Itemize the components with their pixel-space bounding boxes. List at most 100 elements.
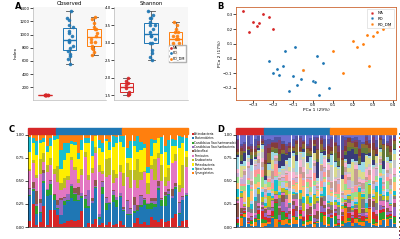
Bar	[320, 171, 323, 181]
Bar	[340, 221, 344, 224]
Bar	[330, 210, 333, 213]
Bar	[320, 206, 323, 212]
Bar	[254, 213, 257, 215]
Bar	[354, 161, 358, 162]
Bar	[60, 215, 63, 224]
Bar	[247, 147, 250, 149]
Bar	[243, 175, 246, 184]
Bar	[278, 174, 281, 177]
Bar	[140, 142, 143, 150]
Bar	[146, 209, 150, 225]
Bar	[327, 213, 330, 217]
Bar	[292, 156, 295, 168]
Bar	[323, 158, 326, 167]
Bar	[379, 158, 382, 159]
Bar	[372, 137, 375, 143]
Bar	[274, 142, 278, 143]
Bar	[63, 223, 66, 227]
Bar	[389, 204, 392, 206]
Bar	[386, 145, 389, 146]
Bar	[386, 161, 389, 162]
Bar	[292, 168, 295, 172]
Bar	[330, 151, 333, 152]
Bar	[264, 223, 267, 227]
Bar	[358, 177, 361, 179]
Bar	[327, 204, 330, 207]
Bar	[375, 149, 378, 153]
Bar	[368, 194, 372, 198]
Bar	[309, 221, 312, 223]
Bar	[136, 205, 139, 210]
Bar	[379, 225, 382, 227]
Bar	[348, 135, 351, 137]
Bar	[250, 186, 253, 189]
Bar	[122, 173, 125, 186]
Bar	[295, 172, 298, 175]
Bar	[254, 226, 257, 227]
Bar	[42, 206, 45, 227]
Bar	[302, 178, 305, 180]
Bar	[56, 216, 59, 227]
PD	[290, 74, 296, 78]
Bar	[354, 186, 358, 192]
Bar	[299, 135, 302, 136]
Bar	[250, 226, 253, 227]
Bar	[393, 223, 396, 224]
Bar	[264, 147, 267, 160]
Bar	[306, 153, 309, 156]
Bar	[379, 178, 382, 194]
Bar	[358, 140, 361, 148]
Bar	[63, 188, 66, 197]
Bar	[393, 138, 396, 140]
Bar	[323, 157, 326, 158]
Bar	[63, 197, 66, 198]
Bar	[264, 189, 267, 192]
Bar	[281, 154, 284, 166]
Bar	[281, 220, 284, 225]
Bar	[393, 196, 396, 199]
Bar	[334, 211, 337, 213]
Bar	[247, 178, 250, 180]
Bar	[368, 209, 372, 223]
Bar	[260, 190, 264, 192]
Bar	[271, 160, 274, 169]
Bar	[243, 208, 246, 210]
Bar	[32, 182, 35, 188]
Bar	[150, 208, 153, 217]
Bar	[240, 177, 243, 178]
Bar	[98, 135, 101, 140]
Bar	[257, 189, 260, 194]
Bar	[150, 169, 153, 198]
Bar	[361, 209, 364, 212]
Bar	[372, 189, 375, 190]
Bar	[351, 215, 354, 216]
Bar	[77, 135, 80, 153]
Bar	[313, 222, 316, 223]
Bar	[112, 195, 115, 202]
Bar	[129, 208, 132, 210]
Bar	[337, 166, 340, 167]
Bar	[365, 135, 368, 137]
NA	[260, 12, 266, 16]
Bar	[274, 143, 278, 148]
Bar	[358, 185, 361, 186]
Bar	[323, 167, 326, 168]
Bar	[368, 223, 372, 227]
Bar	[63, 178, 66, 188]
Bar	[274, 219, 278, 227]
Bar	[330, 137, 333, 139]
Bar	[146, 204, 150, 209]
Bar	[285, 181, 288, 183]
Bar	[309, 187, 312, 192]
Bar	[254, 185, 257, 189]
Bar	[247, 159, 250, 162]
Bar	[372, 135, 375, 137]
Bar	[344, 158, 347, 161]
Bar	[354, 217, 358, 219]
Bar	[382, 190, 385, 191]
Bar	[302, 167, 305, 172]
Bar	[368, 175, 372, 180]
Bar	[295, 141, 298, 144]
Bar	[351, 189, 354, 192]
Bar	[52, 136, 56, 140]
